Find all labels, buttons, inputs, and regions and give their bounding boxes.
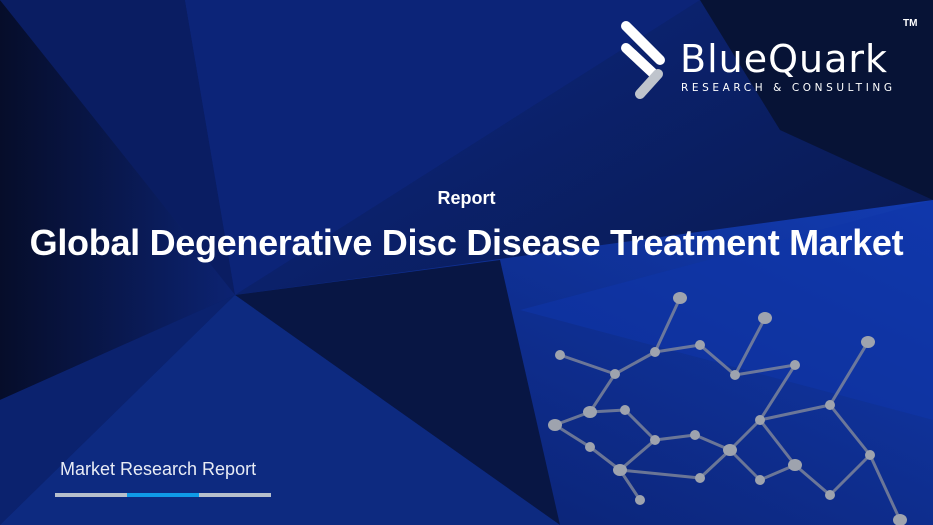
progress-bar bbox=[55, 493, 271, 497]
molecule-node bbox=[673, 292, 687, 304]
molecule-bond bbox=[828, 453, 872, 497]
molecule-node bbox=[893, 514, 907, 525]
molecule-node bbox=[723, 444, 737, 456]
brand-name: BlueQuark bbox=[680, 37, 888, 81]
molecule-node bbox=[650, 435, 660, 445]
molecule-bond bbox=[868, 454, 902, 521]
molecule-node bbox=[620, 405, 630, 415]
molecule-bond bbox=[759, 403, 831, 422]
molecule-bond bbox=[654, 343, 701, 354]
molecule-bond bbox=[758, 364, 797, 421]
molecule-bond bbox=[619, 468, 701, 480]
molecule-node bbox=[755, 415, 765, 425]
molecule-node bbox=[865, 450, 875, 460]
molecule-bond bbox=[654, 433, 696, 442]
molecule-node bbox=[790, 360, 800, 370]
molecule-bond bbox=[619, 438, 656, 472]
bar-segment-active bbox=[127, 493, 199, 497]
molecule-node bbox=[690, 430, 700, 440]
molecule-bond bbox=[559, 353, 616, 376]
molecule-bond bbox=[698, 448, 732, 480]
bar-segment bbox=[55, 493, 127, 497]
molecule-node bbox=[583, 406, 597, 418]
molecule-node bbox=[610, 369, 620, 379]
molecule-node bbox=[548, 419, 562, 431]
trademark: TM bbox=[903, 18, 918, 29]
molecule-node bbox=[758, 312, 772, 324]
molecule-node bbox=[613, 464, 627, 476]
logo-mark-icon bbox=[621, 21, 665, 99]
molecule-node bbox=[788, 459, 802, 471]
molecule-bond bbox=[733, 317, 767, 376]
molecule-bond bbox=[734, 363, 796, 377]
molecule-node bbox=[861, 336, 875, 348]
molecule-bond bbox=[588, 373, 617, 413]
molecule-bond bbox=[828, 404, 872, 456]
molecule-node bbox=[695, 473, 705, 483]
molecule-node bbox=[825, 400, 835, 410]
molecule-bond bbox=[728, 448, 762, 482]
bar-segment bbox=[199, 493, 271, 497]
molecule-node bbox=[555, 350, 565, 360]
molecule-bond bbox=[758, 419, 797, 466]
molecule-bond bbox=[728, 418, 762, 452]
molecule-bond bbox=[623, 408, 657, 442]
molecule-bond bbox=[699, 343, 736, 377]
molecule-node bbox=[650, 347, 660, 357]
molecule-node bbox=[585, 442, 595, 452]
report-label: Report bbox=[437, 188, 496, 208]
brand-tagline: RESEARCH & CONSULTING bbox=[681, 82, 896, 94]
molecule-node bbox=[635, 495, 645, 505]
molecule-bond bbox=[653, 297, 682, 353]
logo: BlueQuark RESEARCH & CONSULTING bbox=[618, 18, 918, 102]
molecule-node bbox=[730, 370, 740, 380]
page-title: Global Degenerative Disc Disease Treatme… bbox=[29, 222, 904, 263]
molecule-bond bbox=[554, 423, 591, 449]
molecule-node bbox=[825, 490, 835, 500]
footer-caption: Market Research Report bbox=[60, 459, 257, 479]
molecule-node bbox=[755, 475, 765, 485]
molecule-bond bbox=[794, 463, 831, 497]
molecule-bond bbox=[614, 350, 656, 376]
molecule-node bbox=[695, 340, 705, 350]
molecule-network-graphic bbox=[548, 292, 907, 525]
molecule-bond bbox=[828, 341, 870, 406]
